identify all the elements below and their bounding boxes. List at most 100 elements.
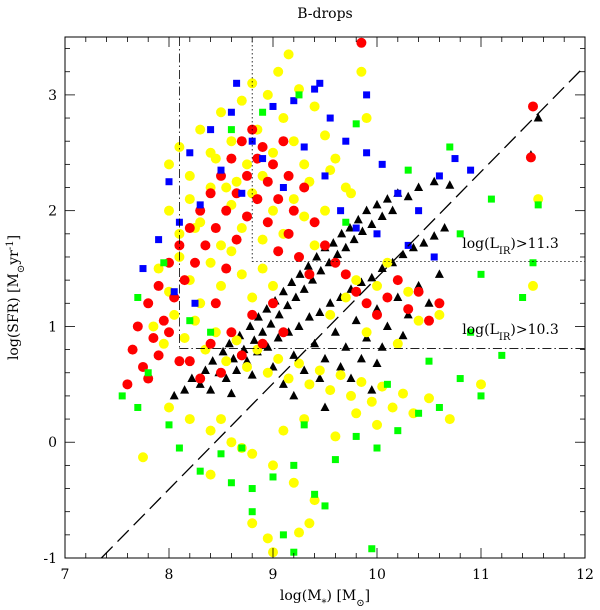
point-triangle-0-98: [356, 353, 366, 363]
x-tick-label: 10: [368, 567, 386, 583]
point-triangle-0-15: [258, 327, 268, 336]
point-triangle-0-68: [367, 272, 377, 282]
point-triangle-0-81: [330, 327, 340, 336]
point-square-4-28: [238, 444, 246, 452]
point-square-4-36: [342, 218, 350, 226]
point-circle-1-21: [309, 101, 320, 112]
point-triangle-0-43: [377, 211, 387, 220]
point-square-3-36: [363, 91, 371, 99]
point-triangle-0-102: [372, 358, 382, 367]
point-circle-1-75: [356, 377, 367, 388]
point-circle-2-38: [351, 286, 362, 297]
point-square-4-47: [477, 270, 485, 278]
point-square-4-26: [321, 502, 329, 510]
point-triangle-0-61: [294, 321, 304, 330]
point-triangle-0-64: [325, 298, 335, 307]
y-axis-label: log(SFR) [M⊙yr-1]: [5, 235, 27, 360]
point-circle-1-29: [184, 194, 195, 205]
point-triangle-0-55: [232, 365, 242, 374]
point-square-4-22: [534, 201, 542, 209]
point-circle-1-78: [387, 402, 398, 413]
point-circle-1-20: [299, 159, 310, 170]
point-square-3-20: [238, 189, 246, 197]
x-axis-label: log(M*) [M⊙]: [280, 588, 370, 609]
point-triangle-0-12: [245, 321, 255, 330]
point-square-4-44: [134, 294, 142, 301]
point-square-4-21: [529, 259, 537, 267]
point-square-4-1: [134, 403, 142, 411]
point-triangle-0-99: [377, 342, 387, 351]
point-circle-2-42: [392, 275, 403, 286]
point-circle-2-41: [382, 292, 393, 303]
point-triangle-0-34: [337, 228, 347, 238]
point-circle-1-74: [346, 390, 356, 401]
plot-frame: [64, 36, 586, 559]
point-square-4-18: [456, 375, 464, 383]
point-circle-1-114: [413, 315, 424, 326]
point-circle-1-23: [330, 153, 341, 164]
point-circle-1-81: [424, 393, 434, 404]
point-triangle-0-50: [445, 180, 455, 189]
point-circle-1-49: [216, 280, 226, 291]
point-triangle-0-49: [429, 176, 439, 186]
point-triangle-0-52: [533, 113, 543, 122]
point-triangle-0-89: [320, 353, 330, 363]
point-circle-1-27: [164, 205, 174, 216]
point-circle-2-26: [257, 141, 268, 152]
point-circle-1-76: [366, 396, 377, 407]
point-circle-1-39: [288, 194, 299, 205]
point-circle-2-45: [424, 315, 434, 326]
point-circle-1-111: [372, 280, 382, 291]
point-circle-2-44: [413, 286, 424, 297]
point-circle-2-48: [525, 152, 536, 163]
point-square-4-31: [425, 357, 433, 365]
point-circle-2-73: [304, 269, 315, 280]
point-circle-2-12: [184, 223, 195, 234]
point-circle-1-56: [158, 338, 169, 349]
point-circle-2-72: [294, 251, 304, 262]
point-circle-1-72: [325, 385, 336, 396]
point-square-4-17: [435, 403, 443, 411]
point-triangle-0-91: [362, 333, 372, 342]
point-circle-2-54: [226, 327, 237, 338]
point-circle-2-11: [179, 275, 190, 286]
point-triangle-0-37: [349, 234, 359, 244]
point-circle-1-10: [247, 78, 258, 89]
point-circle-1-48: [205, 257, 216, 268]
point-square-4-46: [456, 230, 464, 238]
point-circle-1-1: [174, 141, 185, 152]
point-circle-2-2: [132, 321, 143, 332]
point-square-4-13: [352, 432, 360, 440]
point-square-4-8: [248, 485, 256, 493]
point-triangle-0-26: [303, 261, 313, 270]
point-square-4-11: [311, 490, 319, 498]
point-triangle-0-7: [218, 346, 228, 356]
points-layer: [118, 37, 544, 558]
point-square-3-22: [279, 184, 287, 192]
point-triangle-0-32: [328, 238, 338, 247]
point-circle-2-47: [356, 37, 367, 48]
point-circle-1-54: [268, 280, 278, 291]
point-triangle-0-33: [332, 249, 342, 259]
point-square-4-27: [248, 508, 256, 516]
point-circle-1-109: [340, 292, 351, 303]
point-square-4-16: [415, 409, 423, 417]
point-square-3-2: [207, 126, 215, 134]
point-circle-2-69: [262, 217, 273, 228]
point-square-4-23: [279, 531, 287, 539]
point-circle-2-23: [242, 170, 252, 181]
point-triangle-0-79: [289, 350, 299, 359]
point-circle-1-92: [288, 477, 299, 488]
point-circle-1-119: [210, 153, 221, 164]
point-circle-2-33: [299, 182, 310, 193]
point-circle-2-37: [340, 269, 351, 280]
point-triangle-0-25: [299, 284, 309, 293]
point-square-3-14: [435, 172, 443, 180]
point-square-4-3: [165, 421, 173, 429]
point-circle-2-1: [127, 344, 138, 355]
x-tick-label: 8: [165, 567, 174, 583]
point-circle-1-36: [257, 234, 268, 245]
point-triangle-0-28: [312, 251, 322, 261]
point-triangle-0-5: [208, 356, 218, 365]
point-circle-1-116: [361, 327, 372, 338]
